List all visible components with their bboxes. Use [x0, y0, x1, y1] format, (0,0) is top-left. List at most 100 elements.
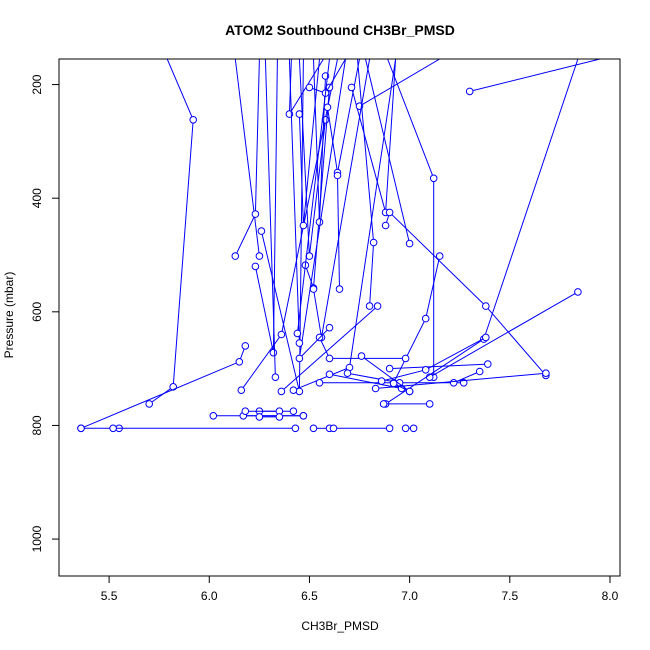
y-tick-label: 400 [30, 188, 44, 208]
data-point [373, 302, 382, 310]
series-13 [234, 59, 264, 260]
data-point [335, 285, 344, 293]
data-point [293, 329, 302, 338]
data-point [289, 407, 298, 416]
data-point [343, 369, 352, 378]
series-line [296, 59, 330, 334]
data-point [357, 352, 366, 360]
data-point [405, 239, 414, 248]
data-point [542, 369, 550, 378]
series-line [281, 305, 378, 392]
y-tick-label: 200 [30, 74, 44, 94]
data-point [435, 252, 444, 260]
data-point [389, 379, 398, 388]
data-point [241, 342, 250, 350]
series-29 [357, 59, 378, 310]
data-point [377, 377, 386, 385]
series-line [429, 291, 579, 378]
series-1 [145, 59, 197, 408]
data-point [401, 424, 410, 433]
data-point [295, 110, 304, 118]
data-point [309, 424, 318, 433]
data-point [385, 208, 394, 217]
series-3 [109, 424, 300, 433]
data-point [385, 424, 394, 433]
series-line [359, 59, 440, 107]
series-6 [401, 424, 418, 433]
series-52 [379, 400, 434, 408]
plot-frame [58, 58, 621, 577]
y-tick-label: 600 [30, 301, 44, 321]
data-point [484, 360, 492, 368]
x-tick-label: 7.0 [401, 589, 418, 603]
data-point [421, 314, 430, 323]
series-12 [255, 413, 284, 421]
data-point [323, 103, 332, 112]
x-axis-label: CH3Br_PMSD [301, 619, 379, 633]
data-point [305, 83, 314, 92]
data-point [381, 221, 390, 230]
data-point [277, 387, 286, 396]
data-point [475, 367, 484, 376]
series-38 [295, 59, 346, 363]
data-point [409, 424, 418, 433]
series-53 [465, 59, 601, 96]
data-point [315, 218, 324, 226]
data-point [251, 262, 260, 271]
data-point [309, 285, 318, 293]
data-point [237, 386, 246, 395]
x-tick-label: 7.5 [501, 589, 518, 603]
series-line [375, 372, 546, 389]
series-group [77, 59, 601, 433]
series-47 [385, 360, 492, 373]
series-11 [241, 407, 284, 416]
x-tick-label: 6.5 [301, 589, 318, 603]
data-point [257, 227, 266, 235]
data-point [421, 366, 430, 374]
series-5 [329, 424, 394, 433]
data-point [425, 400, 434, 408]
data-point [379, 400, 388, 408]
data-point [325, 370, 334, 379]
series-14 [231, 59, 260, 260]
data-point [275, 413, 284, 421]
data-point [482, 302, 490, 310]
series-line [389, 363, 488, 370]
data-point [333, 171, 342, 180]
data-point [289, 386, 298, 395]
series-26 [333, 171, 344, 293]
data-point [277, 330, 286, 339]
series-51 [371, 369, 550, 393]
data-point [77, 424, 85, 433]
series-line [234, 59, 260, 257]
series-39 [288, 59, 304, 347]
series-50 [377, 333, 490, 385]
data-point [574, 288, 582, 296]
series-20 [295, 59, 320, 230]
chart-title: ATOM2 Southbound CH3Br_PMSD [225, 22, 455, 38]
series-16 [257, 59, 304, 396]
series-7 [77, 342, 250, 433]
x-tick-label: 6.0 [201, 589, 218, 603]
data-point [271, 373, 280, 382]
series-28 [355, 59, 440, 110]
data-point [299, 412, 308, 420]
series-18 [264, 59, 280, 382]
series-40 [293, 59, 330, 338]
data-point [325, 323, 334, 332]
series-30 [365, 59, 414, 248]
data-point [269, 348, 278, 357]
data-point [255, 252, 264, 260]
y-tick-label: 800 [30, 415, 44, 435]
data-point [371, 384, 380, 393]
data-point [251, 210, 260, 218]
data-point [401, 354, 410, 363]
series-line [337, 175, 340, 290]
data-point [449, 379, 458, 387]
series-line [361, 355, 410, 392]
data-point [465, 87, 474, 96]
series-line [148, 59, 194, 405]
series-41 [277, 302, 382, 396]
plot-area [77, 59, 601, 433]
data-point [329, 424, 338, 433]
